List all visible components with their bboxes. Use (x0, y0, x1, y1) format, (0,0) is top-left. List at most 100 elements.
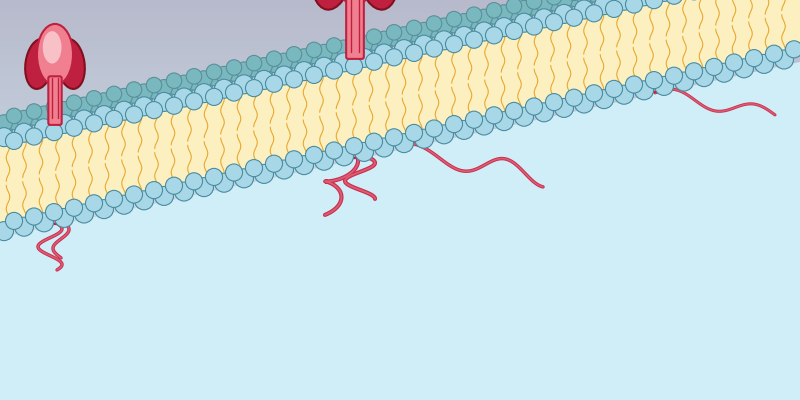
Circle shape (546, 94, 562, 111)
Circle shape (386, 128, 402, 145)
Circle shape (354, 142, 374, 162)
Circle shape (726, 54, 742, 71)
Circle shape (706, 58, 722, 76)
Circle shape (186, 68, 202, 84)
Circle shape (334, 146, 354, 165)
Circle shape (254, 70, 274, 90)
Circle shape (354, 142, 374, 160)
Circle shape (154, 92, 174, 112)
Circle shape (466, 111, 482, 128)
Circle shape (46, 202, 62, 220)
Circle shape (34, 212, 54, 231)
Circle shape (754, 54, 774, 72)
Circle shape (66, 199, 82, 216)
Circle shape (396, 27, 412, 44)
Circle shape (446, 116, 462, 133)
Circle shape (634, 0, 654, 7)
Circle shape (166, 176, 182, 193)
Circle shape (426, 16, 442, 31)
Circle shape (206, 90, 222, 108)
Circle shape (594, 0, 614, 15)
Circle shape (406, 20, 422, 36)
Circle shape (714, 63, 734, 82)
Ellipse shape (37, 24, 73, 85)
Circle shape (386, 24, 402, 40)
Circle shape (666, 0, 682, 6)
Circle shape (306, 42, 322, 58)
Circle shape (434, 32, 454, 51)
Circle shape (734, 58, 754, 77)
Circle shape (686, 63, 702, 80)
Circle shape (46, 124, 62, 141)
Circle shape (574, 1, 594, 20)
Circle shape (254, 164, 274, 184)
Circle shape (126, 106, 142, 123)
Circle shape (146, 182, 162, 199)
Circle shape (34, 119, 54, 138)
Circle shape (276, 59, 292, 76)
Circle shape (226, 163, 242, 180)
Circle shape (56, 108, 72, 124)
Circle shape (306, 68, 322, 86)
Circle shape (26, 128, 42, 145)
Circle shape (114, 101, 134, 120)
Circle shape (74, 111, 94, 130)
Circle shape (516, 0, 532, 17)
Circle shape (606, 80, 622, 98)
Circle shape (586, 85, 602, 102)
Circle shape (126, 82, 142, 97)
Circle shape (234, 168, 254, 187)
Circle shape (576, 0, 592, 10)
Circle shape (374, 45, 394, 64)
Circle shape (316, 50, 332, 67)
Circle shape (106, 189, 122, 206)
Circle shape (354, 50, 374, 68)
Circle shape (534, 103, 554, 122)
Circle shape (506, 101, 522, 118)
Circle shape (106, 190, 122, 208)
Circle shape (726, 53, 742, 70)
Circle shape (106, 92, 122, 108)
Circle shape (256, 64, 272, 80)
Circle shape (496, 11, 512, 28)
Circle shape (66, 119, 82, 136)
Circle shape (514, 13, 534, 32)
Circle shape (166, 79, 182, 94)
Circle shape (126, 108, 142, 125)
Circle shape (154, 94, 174, 112)
Circle shape (654, 0, 674, 2)
Circle shape (166, 177, 182, 194)
Circle shape (226, 164, 242, 181)
Circle shape (486, 106, 502, 123)
Circle shape (476, 9, 492, 26)
Circle shape (366, 29, 382, 44)
Circle shape (0, 222, 14, 241)
Circle shape (274, 66, 294, 85)
Circle shape (286, 52, 302, 68)
Circle shape (14, 216, 34, 235)
Circle shape (714, 62, 734, 81)
Circle shape (474, 116, 494, 135)
Circle shape (526, 97, 542, 114)
Circle shape (6, 212, 22, 230)
Circle shape (374, 137, 394, 156)
Circle shape (416, 28, 432, 45)
Circle shape (74, 203, 94, 222)
Ellipse shape (311, 0, 352, 10)
Circle shape (174, 182, 194, 201)
Circle shape (474, 23, 494, 42)
Circle shape (314, 57, 334, 76)
Circle shape (374, 138, 394, 157)
Circle shape (486, 8, 502, 24)
Circle shape (206, 70, 222, 86)
Circle shape (226, 86, 242, 103)
Ellipse shape (25, 39, 53, 89)
Circle shape (596, 0, 612, 6)
Circle shape (146, 102, 162, 119)
Circle shape (574, 94, 594, 113)
Circle shape (446, 36, 462, 53)
Circle shape (86, 195, 102, 212)
Circle shape (346, 60, 362, 77)
Circle shape (376, 37, 392, 54)
Circle shape (6, 108, 22, 124)
